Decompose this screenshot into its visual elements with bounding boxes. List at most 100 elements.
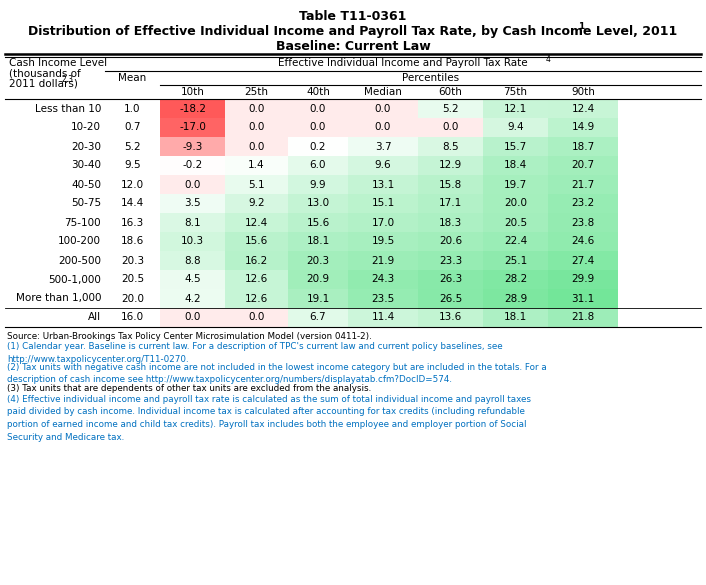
Bar: [225, 156, 288, 175]
Bar: [348, 156, 418, 175]
Text: 8.8: 8.8: [184, 256, 201, 266]
Text: 19.1: 19.1: [306, 294, 330, 304]
Text: 18.1: 18.1: [504, 312, 527, 322]
Text: 20-30: 20-30: [71, 142, 101, 152]
Bar: [418, 194, 483, 213]
Bar: [288, 213, 348, 232]
Text: 21.9: 21.9: [371, 256, 395, 266]
Text: 30-40: 30-40: [71, 160, 101, 170]
Text: 12.1: 12.1: [504, 104, 527, 113]
Text: 6.0: 6.0: [310, 160, 326, 170]
Text: 8.1: 8.1: [184, 218, 201, 228]
Bar: [160, 213, 225, 232]
Text: 75th: 75th: [503, 87, 527, 97]
Bar: [348, 99, 418, 118]
Bar: [483, 156, 548, 175]
Text: 5.1: 5.1: [249, 180, 265, 190]
Text: 0.0: 0.0: [249, 312, 265, 322]
Text: 0.0: 0.0: [184, 180, 201, 190]
Text: 1: 1: [578, 22, 585, 31]
Bar: [225, 289, 288, 308]
Text: 25.1: 25.1: [504, 256, 527, 266]
Bar: [348, 232, 418, 251]
Text: 0.0: 0.0: [310, 122, 326, 132]
Text: 2,3: 2,3: [61, 75, 73, 84]
Text: 50-75: 50-75: [71, 198, 101, 208]
Text: 0.0: 0.0: [375, 104, 391, 113]
Bar: [160, 289, 225, 308]
Text: 9.2: 9.2: [249, 198, 265, 208]
Text: 21.7: 21.7: [571, 180, 594, 190]
Bar: [225, 175, 288, 194]
Text: 11.4: 11.4: [371, 312, 395, 322]
Bar: [225, 308, 288, 327]
Text: 20.0: 20.0: [121, 294, 144, 304]
Text: 9.9: 9.9: [310, 180, 326, 190]
Text: 23.8: 23.8: [571, 218, 594, 228]
Text: 3.7: 3.7: [375, 142, 391, 152]
Bar: [288, 251, 348, 270]
Text: 24.6: 24.6: [571, 236, 594, 246]
Bar: [483, 175, 548, 194]
Text: (4) Effective individual income and payroll tax rate is calculated as the sum of: (4) Effective individual income and payr…: [7, 395, 531, 442]
Bar: [483, 232, 548, 251]
Bar: [288, 156, 348, 175]
Text: 18.3: 18.3: [439, 218, 462, 228]
Text: Mean: Mean: [119, 73, 147, 83]
Text: 4.2: 4.2: [184, 294, 201, 304]
Text: 0.7: 0.7: [124, 122, 140, 132]
Bar: [548, 213, 618, 232]
Text: 12.4: 12.4: [245, 218, 268, 228]
Text: 20.9: 20.9: [306, 274, 330, 284]
Text: 16.2: 16.2: [245, 256, 268, 266]
Text: 19.7: 19.7: [504, 180, 527, 190]
Text: 18.1: 18.1: [306, 236, 330, 246]
Text: 20.5: 20.5: [504, 218, 527, 228]
Bar: [288, 137, 348, 156]
Bar: [548, 175, 618, 194]
Bar: [418, 175, 483, 194]
Bar: [483, 137, 548, 156]
Bar: [483, 213, 548, 232]
Text: All: All: [88, 312, 101, 322]
Text: 9.6: 9.6: [375, 160, 391, 170]
Bar: [418, 270, 483, 289]
Bar: [548, 289, 618, 308]
Bar: [348, 289, 418, 308]
Text: 12.4: 12.4: [571, 104, 594, 113]
Text: 4: 4: [546, 55, 551, 64]
Bar: [548, 251, 618, 270]
Text: 3.5: 3.5: [184, 198, 201, 208]
Bar: [288, 308, 348, 327]
Bar: [160, 308, 225, 327]
Text: 0.0: 0.0: [249, 142, 265, 152]
Bar: [225, 137, 288, 156]
Text: 15.8: 15.8: [439, 180, 462, 190]
Bar: [418, 213, 483, 232]
Bar: [548, 118, 618, 137]
Bar: [348, 118, 418, 137]
Text: 4.5: 4.5: [184, 274, 201, 284]
Bar: [418, 289, 483, 308]
Text: Distribution of Effective Individual Income and Payroll Tax Rate, by Cash Income: Distribution of Effective Individual Inc…: [28, 25, 678, 38]
Text: 17.1: 17.1: [439, 198, 462, 208]
Text: (2) Tax units with negative cash income are not included in the lowest income ca: (2) Tax units with negative cash income …: [7, 363, 546, 384]
Bar: [348, 213, 418, 232]
Text: Less than 10: Less than 10: [35, 104, 101, 113]
Bar: [483, 99, 548, 118]
Text: -18.2: -18.2: [179, 104, 206, 113]
Text: 16.0: 16.0: [121, 312, 144, 322]
Text: 20.3: 20.3: [306, 256, 330, 266]
Bar: [548, 156, 618, 175]
Text: 29.9: 29.9: [571, 274, 594, 284]
Text: 13.0: 13.0: [306, 198, 330, 208]
Text: 28.2: 28.2: [504, 274, 527, 284]
Text: 0.0: 0.0: [375, 122, 391, 132]
Bar: [160, 175, 225, 194]
Text: Cash Income Level: Cash Income Level: [9, 58, 107, 68]
Bar: [288, 175, 348, 194]
Bar: [225, 270, 288, 289]
Bar: [483, 289, 548, 308]
Text: 0.0: 0.0: [184, 312, 201, 322]
Bar: [548, 308, 618, 327]
